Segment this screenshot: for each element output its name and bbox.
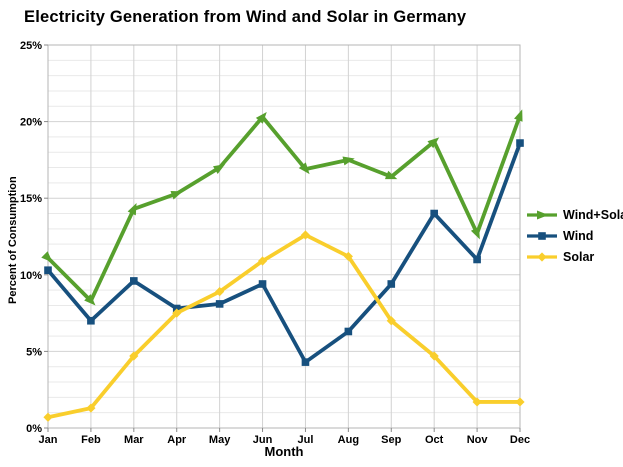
- marker-arrow: [342, 156, 355, 166]
- marker-square: [387, 280, 396, 288]
- series-line: [46, 142, 522, 365]
- legend-item-solar: Solar: [526, 247, 623, 267]
- y-tick-label: 10%: [20, 270, 42, 282]
- marker-square: [258, 280, 267, 288]
- marker-diamond: [43, 412, 53, 422]
- marker-arrow: [537, 210, 549, 220]
- x-tick-label: Aug: [338, 434, 359, 446]
- legend-item-wind-solar: Wind+Solar: [526, 205, 623, 225]
- marker-arrow: [298, 162, 310, 175]
- plot-border: [47, 44, 521, 429]
- x-tick-label: Jan: [39, 434, 58, 446]
- legend-marker: [527, 210, 557, 220]
- x-axis-title: Month: [264, 444, 304, 459]
- marker-square: [516, 139, 524, 147]
- series-wind-solar: [41, 109, 523, 306]
- y-tick-label: 15%: [20, 193, 42, 205]
- marker-square: [87, 316, 95, 325]
- marker-square: [301, 358, 310, 366]
- marker-diamond: [215, 287, 225, 297]
- chart-legend: Wind+Solar Wind Solar: [526, 205, 623, 267]
- marker-arrow: [514, 109, 523, 122]
- legend-label: Solar: [563, 250, 595, 264]
- x-tick-label: Jul: [298, 434, 314, 446]
- y-tick-label: 0%: [26, 423, 42, 435]
- y-tick-label: 5%: [26, 346, 42, 358]
- marker-diamond: [343, 251, 353, 262]
- marker-arrow: [213, 164, 226, 175]
- legend-marker: [527, 232, 557, 240]
- series-wind: [44, 139, 524, 366]
- marker-arrow: [170, 191, 183, 200]
- series-line: [47, 233, 520, 420]
- x-tick-label: Sep: [381, 434, 401, 446]
- marker-square: [538, 232, 546, 240]
- marker-diamond: [386, 316, 396, 326]
- chart-title: Electricity Generation from Wind and Sol…: [24, 8, 467, 26]
- legend-label: Wind: [563, 229, 594, 243]
- marker-arrow: [41, 251, 53, 263]
- legend-item-wind: Wind: [526, 226, 623, 246]
- x-tick-label: Jun: [253, 434, 273, 446]
- marker-diamond: [515, 397, 525, 407]
- legend-label: Wind+Solar: [563, 208, 623, 222]
- marker-square: [473, 255, 481, 264]
- series-line: [46, 114, 522, 303]
- x-tick-label: Nov: [467, 434, 489, 446]
- x-tick-label: Apr: [167, 434, 187, 446]
- legend-marker: [527, 252, 557, 262]
- x-tick-label: Oct: [425, 434, 444, 446]
- y-tick-label: 25%: [20, 40, 42, 52]
- x-tick-label: Dec: [510, 434, 530, 446]
- series-solar: [43, 230, 525, 422]
- marker-square: [130, 277, 138, 285]
- marker-arrow: [84, 294, 96, 306]
- x-tick-label: Feb: [81, 434, 101, 446]
- x-tick-label: Mar: [124, 434, 144, 446]
- marker-diamond: [172, 308, 182, 318]
- marker-arrow: [427, 137, 440, 149]
- marker-square: [344, 327, 353, 336]
- marker-arrow: [255, 112, 267, 124]
- y-tick-label: 20%: [20, 117, 42, 129]
- marker-arrow: [127, 203, 137, 216]
- marker-square: [215, 300, 224, 308]
- marker-diamond: [429, 351, 439, 361]
- marker-diamond: [257, 256, 268, 266]
- marker-diamond: [86, 403, 96, 413]
- marker-arrow: [384, 170, 398, 180]
- marker-diamond: [129, 351, 139, 361]
- marker-square: [44, 266, 52, 275]
- marker-square: [430, 209, 438, 218]
- marker-diamond: [537, 252, 547, 262]
- marker-diamond: [300, 230, 311, 240]
- marker-diamond: [472, 397, 482, 407]
- marker-arrow: [470, 227, 480, 240]
- x-tick-label: May: [209, 434, 231, 446]
